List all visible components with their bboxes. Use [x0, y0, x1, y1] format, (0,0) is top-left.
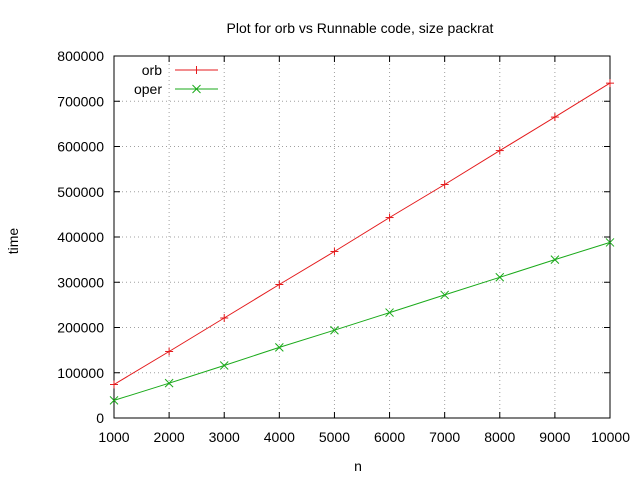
data-point-oper — [109, 395, 119, 405]
tick-layer: 0 100000 200000 300000 400000 500000 600000 700… — [57, 48, 630, 445]
x-tick-label: 4000 — [264, 429, 295, 445]
data-point-orb — [550, 113, 559, 122]
data-point-orb — [495, 146, 504, 155]
data-point-orb — [275, 280, 284, 289]
data-point-oper — [164, 378, 174, 388]
y-tick-label: 600000 — [57, 139, 104, 155]
chart-title: Plot for orb vs Runnable code, size pack… — [227, 20, 494, 36]
data-point-oper — [440, 290, 450, 300]
data-point-oper — [495, 272, 505, 282]
y-tick-label: 300000 — [57, 274, 104, 290]
data-point-orb — [440, 180, 449, 189]
x-tick-label: 2000 — [154, 429, 185, 445]
legend-marker-oper — [192, 84, 201, 94]
x-axis-label: n — [354, 458, 362, 474]
series-line-oper — [113, 241, 611, 401]
y-tick-label: 700000 — [57, 93, 104, 109]
x-tick-label: 7000 — [429, 429, 460, 445]
data-point-oper — [385, 308, 394, 317]
data-point-oper — [605, 238, 615, 247]
y-tick-label: 800000 — [57, 48, 104, 64]
series-line-orb — [113, 82, 611, 385]
x-tick-label: 10000 — [591, 429, 630, 445]
x-tick-label: 6000 — [374, 429, 405, 445]
legend-label-oper: oper — [134, 81, 162, 97]
y-tick-label: 400000 — [57, 229, 104, 245]
data-point-oper — [330, 325, 339, 335]
y-tick-label: 0 — [96, 410, 104, 426]
legend: orb oper — [134, 62, 218, 97]
y-tick-label: 100000 — [57, 365, 104, 381]
data-point-orb — [385, 213, 394, 222]
y-tick-label: 200000 — [57, 320, 104, 336]
x-tick-label: 9000 — [539, 429, 570, 445]
data-point-oper — [550, 255, 560, 264]
data-point-oper — [219, 361, 229, 370]
data-point-orb — [330, 247, 339, 256]
grid-layer — [114, 56, 610, 418]
y-axis-label: time — [5, 228, 21, 255]
data-point-orb — [110, 380, 118, 389]
x-tick-label: 1000 — [98, 429, 129, 445]
data-point-orb — [220, 313, 229, 322]
x-tick-label: 5000 — [319, 429, 350, 445]
series-layer — [109, 79, 615, 405]
legend-marker-orb — [192, 66, 201, 74]
x-tick-label: 3000 — [209, 429, 240, 445]
y-tick-label: 500000 — [57, 184, 104, 200]
x-tick-label: 8000 — [484, 429, 515, 445]
legend-label-orb: orb — [142, 62, 162, 78]
data-point-orb — [606, 79, 614, 88]
data-point-orb — [165, 347, 174, 356]
data-point-oper — [274, 343, 284, 352]
